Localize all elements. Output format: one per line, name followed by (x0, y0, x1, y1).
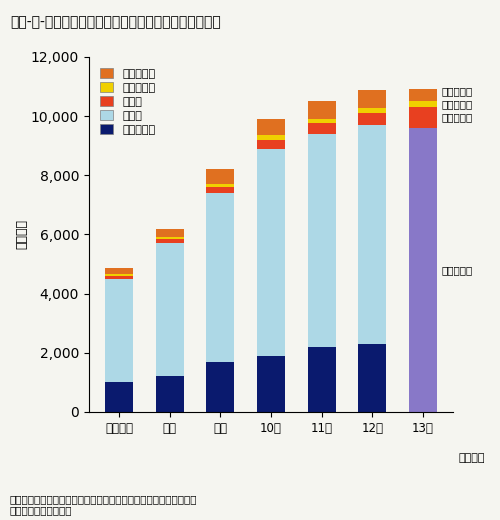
Bar (156, 376, 184, 412)
Bar (156, 239, 184, 243)
Bar (308, 101, 336, 119)
Bar (409, 89, 436, 101)
Bar (106, 382, 133, 412)
Bar (257, 140, 285, 149)
Bar (106, 274, 133, 276)
Text: 注）各年度とも予算措置人数を使用しており、補正予算分を含む。: 注）各年度とも予算措置人数を使用しており、補正予算分を含む。 (10, 495, 198, 504)
Bar (206, 184, 234, 187)
Bar (106, 279, 133, 382)
Bar (206, 170, 234, 184)
Bar (358, 90, 386, 108)
Bar (156, 237, 184, 239)
Text: 第３-３-７図　ポストドクター等１万人支援計画の推移: 第３-３-７図 ポストドクター等１万人支援計画の推移 (10, 16, 221, 30)
Bar (409, 101, 436, 107)
Bar (206, 187, 234, 193)
Y-axis label: （人数）: （人数） (15, 219, 28, 250)
Bar (106, 268, 133, 274)
Bar (206, 361, 234, 412)
Bar (358, 125, 386, 344)
Text: 経済産業省: 経済産業省 (442, 86, 473, 96)
Text: 厚生労働省: 厚生労働省 (442, 112, 473, 123)
Bar (308, 134, 336, 347)
Bar (257, 119, 285, 135)
Bar (358, 344, 386, 412)
Text: （年度）: （年度） (458, 453, 484, 463)
Bar (206, 193, 234, 361)
Bar (409, 107, 436, 128)
Bar (106, 276, 133, 279)
Text: 資料：文部科学省調べ: 資料：文部科学省調べ (10, 505, 72, 515)
Bar (308, 119, 336, 123)
Bar (358, 113, 386, 125)
Bar (308, 123, 336, 134)
Bar (308, 347, 336, 412)
Bar (358, 108, 386, 113)
Bar (156, 229, 184, 237)
Bar (257, 149, 285, 356)
Legend: 通商産業省, 農林水産省, 厚生省, 文部省, 科学技術庁: 通商産業省, 農林水産省, 厚生省, 文部省, 科学技術庁 (94, 62, 161, 141)
Bar (257, 135, 285, 140)
Bar (156, 243, 184, 376)
Text: 文部科学省: 文部科学省 (442, 265, 473, 275)
Bar (257, 356, 285, 412)
Text: 農林水産省: 農林水産省 (442, 99, 473, 109)
Bar (409, 128, 436, 412)
